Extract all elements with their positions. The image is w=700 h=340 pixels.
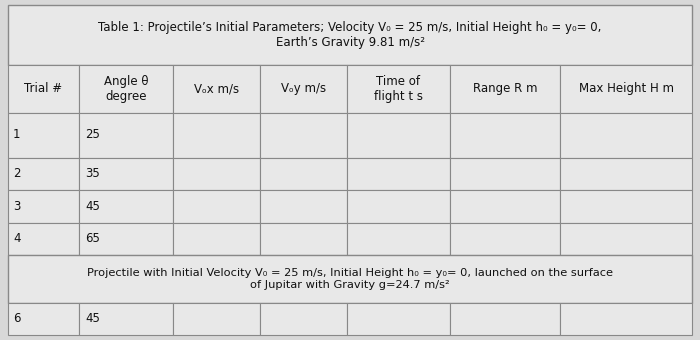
Text: Max Height H m: Max Height H m (579, 82, 673, 95)
Bar (78, 65, 174, 113)
Text: 65: 65 (85, 232, 100, 245)
Text: 35: 35 (85, 167, 100, 180)
Bar (560, 303, 692, 335)
Bar (260, 65, 346, 113)
Bar (449, 190, 560, 222)
Bar (8, 113, 78, 157)
Bar (78, 113, 174, 157)
Bar (560, 190, 692, 222)
Text: Vₒx m/s: Vₒx m/s (194, 82, 239, 95)
Bar (449, 113, 560, 157)
Bar (78, 303, 174, 335)
Bar (8, 303, 78, 335)
Bar (449, 303, 560, 335)
Text: Projectile with Initial Velocity V₀ = 25 m/s, Initial Height h₀ = y₀= 0, launche: Projectile with Initial Velocity V₀ = 25… (87, 268, 613, 290)
Bar (346, 113, 449, 157)
Bar (8, 157, 78, 190)
Bar (174, 113, 260, 157)
Bar (260, 113, 346, 157)
Text: Trial #: Trial # (25, 82, 62, 95)
Bar (260, 157, 346, 190)
Bar (260, 303, 346, 335)
Bar (8, 65, 78, 113)
Bar (560, 113, 692, 157)
Bar (78, 190, 174, 222)
Text: 1: 1 (13, 129, 20, 141)
Bar (346, 65, 449, 113)
Text: 45: 45 (85, 200, 100, 213)
Bar (346, 157, 449, 190)
Text: Range R m: Range R m (473, 82, 537, 95)
Bar (346, 303, 449, 335)
Bar (78, 157, 174, 190)
Bar (8, 190, 78, 222)
Text: Time of
flight t s: Time of flight t s (374, 75, 423, 103)
Bar (174, 65, 260, 113)
Bar (78, 222, 174, 255)
Bar (174, 190, 260, 222)
Text: 25: 25 (85, 129, 100, 141)
Bar (260, 222, 346, 255)
Bar (560, 157, 692, 190)
Bar (560, 65, 692, 113)
Bar (346, 222, 449, 255)
Bar (8, 5, 692, 65)
Bar (8, 255, 692, 303)
Text: Angle θ
degree: Angle θ degree (104, 75, 148, 103)
Bar (8, 222, 78, 255)
Text: Vₒy m/s: Vₒy m/s (281, 82, 326, 95)
Text: 45: 45 (85, 312, 100, 325)
Bar (449, 222, 560, 255)
Bar (260, 190, 346, 222)
Text: 6: 6 (13, 312, 20, 325)
Bar (174, 157, 260, 190)
Text: 2: 2 (13, 167, 20, 180)
Bar (174, 222, 260, 255)
Bar (346, 190, 449, 222)
Bar (449, 65, 560, 113)
Bar (174, 303, 260, 335)
Bar (449, 157, 560, 190)
Bar (560, 222, 692, 255)
Text: Table 1: Projectile’s Initial Parameters; Velocity V₀ = 25 m/s, Initial Height h: Table 1: Projectile’s Initial Parameters… (98, 21, 602, 49)
Text: 3: 3 (13, 200, 20, 213)
Text: 4: 4 (13, 232, 20, 245)
